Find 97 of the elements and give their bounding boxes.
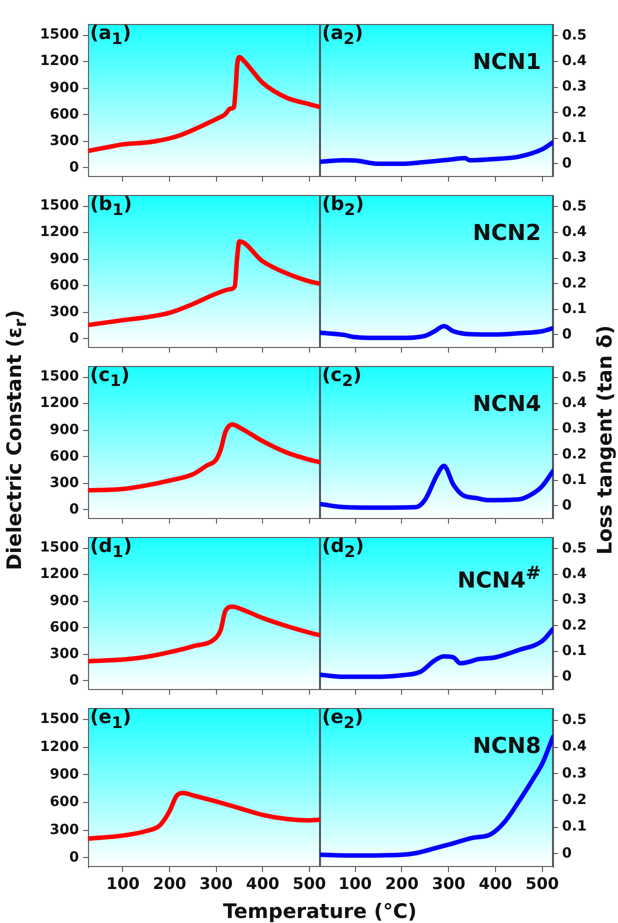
line-series (320, 324, 553, 340)
y-tick-label: 900 (50, 250, 80, 267)
annotation: (c$_{1}$) (90, 364, 130, 390)
y-tick-label: 0 (69, 849, 80, 866)
annotation: (d$_{1}$) (90, 535, 132, 562)
y-tick-label: 900 (50, 592, 80, 609)
y-tick-label: 600 (50, 794, 80, 810)
annotation: (c$_{2}$) (322, 364, 362, 390)
annotation: NCN8 (472, 734, 541, 760)
y2-tick-label: 0.4 (562, 566, 588, 582)
y-tick-label: 0 (69, 501, 80, 518)
x-tick-label: 100 (106, 874, 140, 893)
y2-tick-label: 0.2 (562, 617, 587, 634)
x-tick-label: 400 (478, 874, 512, 893)
line-series (88, 422, 320, 493)
y-tick-label: 1500 (40, 26, 80, 43)
y-tick-label: 0 (69, 672, 80, 688)
y2-tick-label: 0 (562, 668, 572, 684)
y-tick-label: 900 (50, 766, 80, 782)
annotation: (d$_{2}$) (322, 535, 364, 562)
y-tick-label: 1200 (40, 566, 80, 582)
y-tick-label: 600 (50, 277, 80, 294)
line-series (320, 626, 553, 680)
y-tick-label: 300 (50, 646, 80, 662)
x-tick-label: 200 (385, 874, 419, 893)
line-series (88, 239, 320, 328)
y2-tick-label: 0.4 (562, 53, 588, 70)
y2-tick-label: 0 (562, 326, 572, 342)
annotation: NCN4$^{#}$ (457, 563, 541, 594)
y-tick-label: 0 (69, 330, 80, 346)
x-tick-label: 400 (246, 874, 280, 893)
y-tick-label: 1500 (40, 540, 80, 556)
y2-tick-label: 0.5 (562, 28, 587, 44)
line-series (88, 790, 320, 841)
y2-tick-label: 0.2 (562, 446, 587, 462)
y2-tick-label: 0.3 (562, 592, 587, 608)
y-tick-label: 900 (50, 422, 80, 438)
line-series (320, 464, 553, 510)
annotation: (a$_{1}$) (90, 22, 132, 48)
y2-tick-label: 0.1 (562, 300, 587, 317)
y-tick-label: 1500 (40, 198, 80, 214)
y2-tick-label: 0.1 (562, 130, 587, 146)
y-tick-label: 300 (50, 474, 80, 491)
y2-tick-label: 0.5 (562, 712, 587, 728)
y-tick-label: 1500 (40, 368, 80, 385)
annotation: NCN2 (472, 221, 541, 246)
annotation: (b$_{1}$) (90, 193, 132, 220)
y-tick-label: 300 (50, 822, 80, 838)
y2-tick-label: 0.3 (562, 420, 587, 437)
y2-tick-label: 0.5 (562, 370, 587, 386)
annotation: (e$_{1}$) (90, 706, 132, 732)
y2-tick-label: 0 (562, 497, 572, 514)
x-tick-label: 300 (199, 874, 233, 893)
x-axis-title: Temperature (°C) (223, 899, 417, 923)
y-tick-label: 600 (50, 106, 80, 122)
y2-tick-label: 0.4 (562, 224, 588, 240)
x-tick-label: 100 (338, 874, 372, 893)
y2-tick-label: 0.4 (562, 395, 588, 412)
y2-axis-title: Loss tangent (tan δ) (592, 324, 616, 554)
x-tick-label: 300 (432, 874, 466, 893)
annotation: NCN4 (472, 392, 541, 418)
y2-tick-label: 0.1 (562, 472, 587, 488)
y2-tick-label: 0.5 (562, 198, 587, 215)
y2-tick-label: 0.3 (562, 250, 587, 266)
annotation: (b$_{2}$) (322, 193, 364, 220)
y2-tick-label: 0.3 (562, 765, 587, 782)
line-series (320, 734, 553, 858)
line-series (88, 604, 320, 664)
y-tick-label: 600 (50, 448, 80, 464)
y2-tick-label: 0.2 (562, 792, 587, 808)
line-series (88, 54, 320, 154)
y-tick-label: 300 (50, 304, 80, 320)
x-tick-label: 200 (152, 874, 186, 893)
y-tick-label: 0 (69, 159, 80, 176)
y2-tick-label: 0 (562, 155, 572, 172)
line-series (320, 140, 553, 166)
y-tick-label: 1200 (40, 224, 80, 240)
annotation: (e$_{2}$) (322, 706, 364, 732)
y-tick-label: 600 (50, 619, 80, 636)
y2-tick-label: 0.1 (562, 818, 587, 835)
y2-tick-label: 0.5 (562, 540, 587, 557)
y-tick-label: 1200 (40, 53, 80, 70)
annotation: NCN1 (472, 50, 541, 76)
y-tick-label: 300 (50, 132, 80, 149)
y-tick-label: 1200 (40, 738, 80, 755)
y2-tick-label: 0 (562, 845, 572, 862)
y2-tick-label: 0.2 (562, 275, 587, 292)
x-tick-label: 500 (292, 874, 326, 893)
y-tick-label: 1500 (40, 711, 80, 728)
y2-tick-label: 0.4 (562, 738, 588, 755)
y2-tick-label: 0.2 (562, 104, 587, 120)
y-tick-label: 1200 (40, 395, 80, 412)
y-tick-label: 900 (50, 80, 80, 96)
y2-tick-label: 0.1 (562, 642, 587, 659)
x-tick-label: 500 (526, 874, 559, 893)
annotation: (a$_{2}$) (322, 22, 364, 48)
y2-tick-label: 0.3 (562, 78, 587, 95)
